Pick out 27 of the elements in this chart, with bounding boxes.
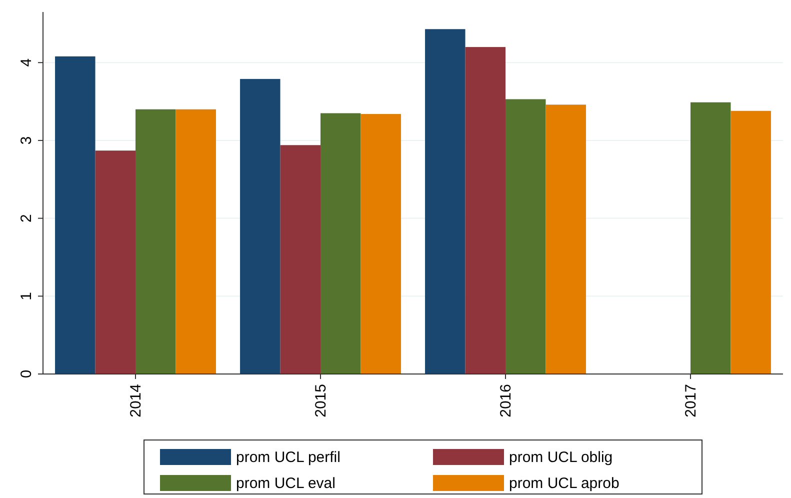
x-tick-label: 2017 (682, 384, 700, 418)
legend-label: prom UCL eval (236, 475, 336, 492)
bar (95, 150, 136, 374)
y-tick-label: 2 (18, 214, 35, 222)
x-tick-label: 2016 (498, 384, 514, 418)
bar (55, 56, 96, 374)
bar (240, 78, 280, 374)
bar (176, 109, 216, 374)
bar (425, 29, 466, 374)
bar (136, 109, 176, 374)
legend-label: prom UCL aprob (509, 475, 620, 492)
bar (730, 110, 771, 374)
bar (546, 104, 586, 374)
y-tick-label: 4 (18, 58, 35, 67)
bar (280, 145, 320, 374)
bar (690, 102, 731, 374)
bar (320, 113, 361, 374)
x-tick-label: 2014 (128, 384, 144, 418)
x-tick-label: 2015 (312, 384, 330, 418)
bar (465, 47, 506, 374)
legend-label: prom UCL oblig (509, 449, 613, 466)
y-tick-label: 3 (18, 136, 35, 145)
bar (360, 114, 401, 374)
y-tick-label: 0 (18, 370, 35, 378)
legend-label: prom UCL perfil (236, 449, 340, 466)
bar (506, 99, 546, 374)
y-tick-label: 1 (18, 292, 35, 300)
